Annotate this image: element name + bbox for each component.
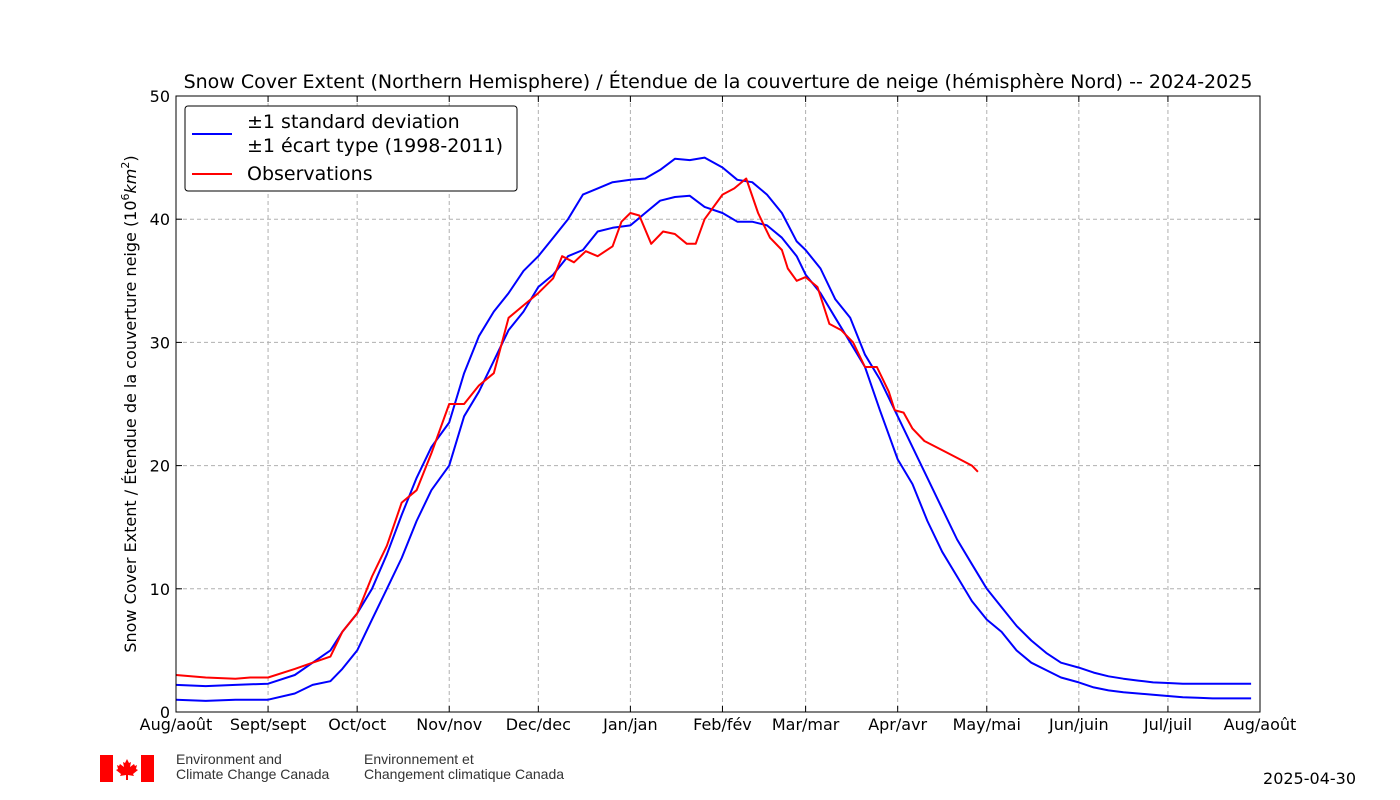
y-tick-label: 10	[150, 580, 170, 599]
y-axis-label: Snow Cover Extent / Étendue de la couver…	[119, 155, 140, 652]
x-tick-label: Sept/sept	[230, 715, 306, 734]
legend-std-label-line2: ±1 écart type (1998-2011)	[247, 135, 503, 157]
series-lines	[175, 156, 1252, 702]
x-tick-label: Jan/jan	[602, 715, 657, 734]
y-tick-label: 20	[150, 457, 170, 476]
chart-legend: ±1 standard deviation ±1 écart type (199…	[184, 105, 518, 192]
department-name-french: Environnement et Changement climatique C…	[364, 752, 564, 782]
x-tick-label: Oct/oct	[328, 715, 386, 734]
x-tick-label: Apr/avr	[868, 715, 927, 734]
x-tick-label: Mar/mar	[772, 715, 840, 734]
y-tick-label: 0	[160, 703, 170, 722]
y-tick-label: 40	[150, 210, 170, 229]
x-tick-label: Nov/nov	[416, 715, 482, 734]
legend-std-label-line1: ±1 standard deviation	[247, 111, 460, 133]
chart-title: Snow Cover Extent (Northern Hemisphere) …	[184, 70, 1253, 93]
department-name-english: Environment and Climate Change Canada	[176, 752, 329, 782]
issue-date: 2025-04-30	[1263, 769, 1356, 788]
x-tick-label: Jul/juil	[1143, 715, 1192, 734]
canada-flag-icon	[100, 755, 154, 782]
x-tick-label: Feb/fév	[693, 715, 752, 734]
dept-fr-line1: Environnement et	[364, 751, 474, 767]
y-tick-label: 30	[150, 333, 170, 352]
x-tick-label: May/mai	[953, 715, 1021, 734]
x-tick-label: Aug/août	[140, 715, 213, 734]
axis-ticks: 0 10 20 30 40 50 Aug/août Sept/sept Oct/oct Nov/n…	[140, 87, 1297, 734]
dept-fr-line2: Changement climatique Canada	[364, 766, 565, 782]
std-dev-lower-line	[175, 194, 1252, 702]
legend-obs-label: Observations	[247, 163, 373, 185]
plot-frame	[175, 95, 1261, 713]
legend-box	[184, 105, 518, 192]
y-tick-label: 50	[150, 87, 170, 106]
x-tick-label: Dec/dec	[506, 715, 571, 734]
dept-en-line2: Climate Change Canada	[176, 766, 330, 782]
observations-line	[175, 177, 979, 680]
grid-lines	[176, 96, 1260, 712]
x-tick-label: Aug/août	[1224, 715, 1297, 734]
std-dev-upper-line	[175, 156, 1252, 688]
x-tick-label: Jun/juin	[1048, 715, 1109, 734]
eccc-signature: Environment and Climate Change Canada En…	[100, 752, 600, 792]
dept-en-line1: Environment and	[176, 751, 282, 767]
snow-cover-chart: Snow Cover Extent (Northern Hemisphere) …	[119, 70, 1297, 734]
